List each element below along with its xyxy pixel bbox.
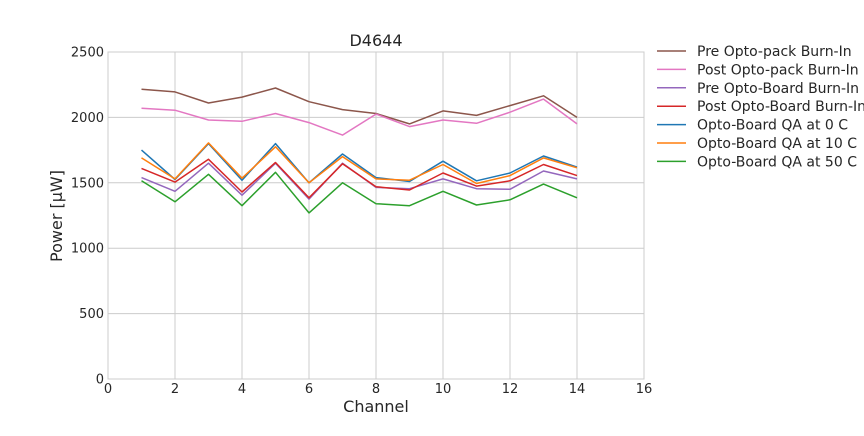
x-tick-label: 16 xyxy=(636,382,653,397)
y-tick-label: 500 xyxy=(79,307,104,322)
y-tick-label: 0 xyxy=(96,373,104,388)
axis-ticks: 0 2 4 6 8 10 12 14 16 0 500 1000 1500 2000 2500 xyxy=(71,46,652,398)
series-line xyxy=(141,171,578,214)
x-tick-label: 6 xyxy=(305,382,313,397)
legend-label: Post Opto-pack Burn-In xyxy=(697,62,859,78)
series-line xyxy=(141,142,578,184)
x-tick-label: 14 xyxy=(569,382,586,397)
series-line xyxy=(141,158,578,199)
y-tick-label: 2000 xyxy=(71,111,104,126)
x-tick-label: 8 xyxy=(372,382,380,397)
x-tick-label: 2 xyxy=(171,382,179,397)
legend-label: Opto-Board QA at 10 C xyxy=(697,136,857,152)
series-line xyxy=(141,98,578,136)
plot-frame xyxy=(107,51,645,380)
grid xyxy=(107,51,645,380)
x-tick-label: 4 xyxy=(238,382,246,397)
y-tick-label: 1000 xyxy=(71,242,104,257)
series-line xyxy=(141,142,578,185)
legend-label: Opto-Board QA at 50 C xyxy=(697,154,857,170)
legend-label: Pre Opto-pack Burn-In xyxy=(697,44,852,60)
series-line xyxy=(141,87,578,125)
y-axis-title: Power [μW] xyxy=(47,170,66,262)
series-lines xyxy=(141,87,578,214)
chart-title: D4644 xyxy=(349,31,402,50)
legend-label: Post Opto-Board Burn-In xyxy=(697,99,864,115)
y-tick-label: 1500 xyxy=(71,176,104,191)
y-tick-label: 2500 xyxy=(71,46,104,61)
x-tick-label: 0 xyxy=(104,382,112,397)
x-axis-title: Channel xyxy=(343,397,409,416)
x-tick-label: 10 xyxy=(435,382,452,397)
legend-label: Opto-Board QA at 0 C xyxy=(697,118,848,134)
legend: Pre Opto-pack Burn-In Post Opto-pack Burn… xyxy=(657,44,864,170)
x-tick-label: 12 xyxy=(502,382,519,397)
legend-label: Pre Opto-Board Burn-In xyxy=(697,81,859,97)
